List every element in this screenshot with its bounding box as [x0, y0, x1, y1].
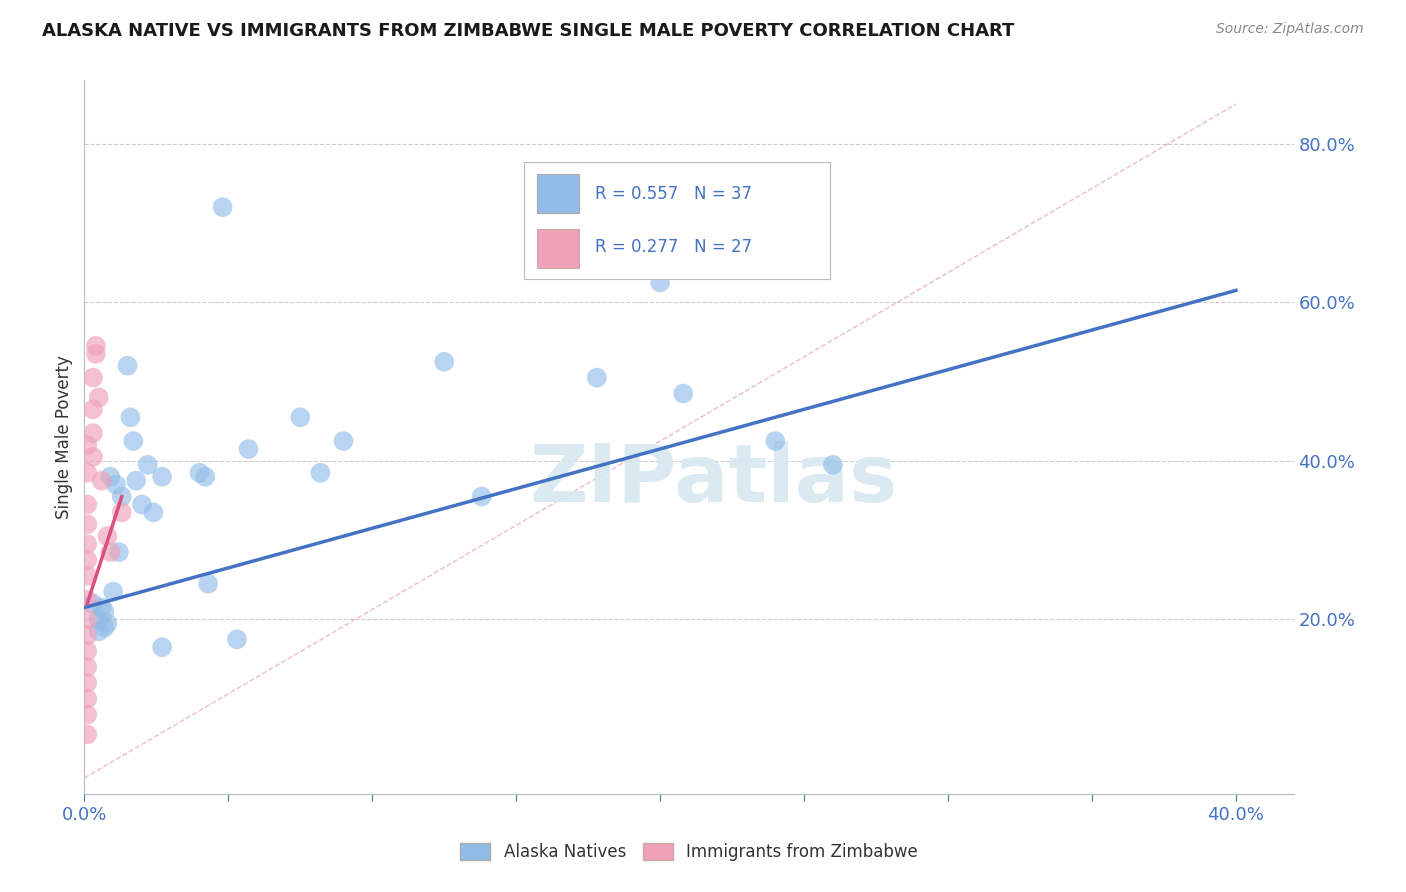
Point [142, 505, 165, 519]
Point [332, 434, 354, 448]
Text: Source: ZipAtlas.com: Source: ZipAtlas.com [1216, 22, 1364, 37]
Point [82, 402, 104, 417]
Point [84, 347, 107, 361]
Point [585, 370, 607, 384]
FancyBboxPatch shape [537, 228, 579, 268]
Point [87, 391, 110, 405]
Point [111, 490, 134, 504]
Point [76, 592, 98, 607]
Point [76, 517, 98, 532]
Point [76, 727, 98, 741]
Point [471, 490, 494, 504]
Point [76, 628, 98, 642]
Point [96, 616, 118, 631]
Legend: Alaska Natives, Immigrants from Zimbabwe: Alaska Natives, Immigrants from Zimbabwe [454, 836, 924, 868]
Point [87, 612, 110, 626]
Point [76, 612, 98, 626]
Point [76, 569, 98, 583]
Point [290, 410, 312, 425]
Point [87, 624, 110, 639]
Point [226, 632, 249, 647]
Point [105, 477, 128, 491]
Point [188, 466, 211, 480]
Point [93, 605, 115, 619]
Point [82, 426, 104, 441]
Point [238, 442, 260, 456]
Point [650, 276, 672, 290]
Point [76, 707, 98, 722]
Point [84, 339, 107, 353]
Point [150, 469, 173, 483]
Text: R = 0.277   N = 27: R = 0.277 N = 27 [595, 238, 752, 256]
Point [108, 545, 131, 559]
Point [76, 553, 98, 567]
Point [117, 359, 139, 373]
Point [98, 545, 121, 559]
Point [76, 660, 98, 674]
Text: R = 0.557   N = 37: R = 0.557 N = 37 [595, 185, 752, 202]
FancyBboxPatch shape [537, 174, 579, 213]
Y-axis label: Single Male Poverty: Single Male Poverty [55, 355, 73, 519]
Point [76, 438, 98, 452]
Point [96, 529, 118, 543]
Point [76, 537, 98, 551]
Point [120, 410, 142, 425]
Point [90, 600, 112, 615]
Point [101, 584, 124, 599]
Point [194, 469, 217, 483]
Point [90, 474, 112, 488]
Point [763, 434, 786, 448]
Point [197, 576, 219, 591]
Point [82, 597, 104, 611]
Point [821, 458, 844, 472]
Point [98, 469, 121, 483]
Point [76, 644, 98, 658]
Point [125, 474, 148, 488]
Point [82, 370, 104, 384]
Point [76, 466, 98, 480]
Point [76, 498, 98, 512]
Point [82, 450, 104, 464]
Point [136, 458, 159, 472]
Point [433, 355, 456, 369]
Point [150, 640, 173, 655]
Text: ALASKA NATIVE VS IMMIGRANTS FROM ZIMBABWE SINGLE MALE POVERTY CORRELATION CHART: ALASKA NATIVE VS IMMIGRANTS FROM ZIMBABW… [42, 22, 1015, 40]
Point [131, 498, 153, 512]
Point [309, 466, 332, 480]
Point [672, 386, 695, 401]
Point [76, 691, 98, 706]
Point [111, 505, 134, 519]
Point [93, 620, 115, 634]
Point [122, 434, 145, 448]
Point [76, 676, 98, 690]
Text: ZIPatlas: ZIPatlas [529, 441, 897, 519]
Point [211, 200, 233, 214]
